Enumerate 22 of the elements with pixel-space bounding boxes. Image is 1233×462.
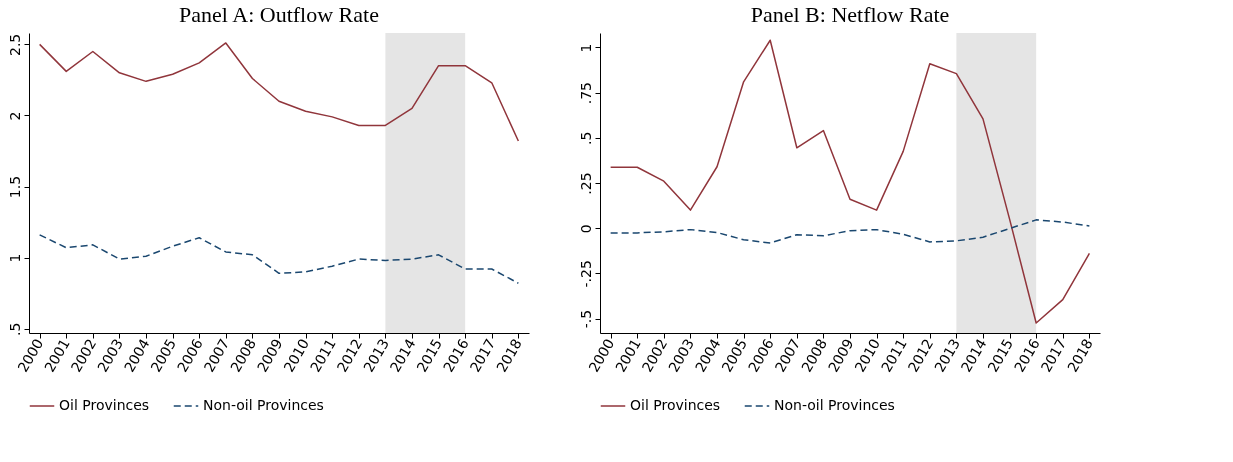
line-series [38, 234, 520, 284]
y-tick-label: .75 [577, 82, 594, 105]
legend-label: Non-oil Provinces [203, 397, 324, 413]
chart-title: Panel A: Outflow Rate [179, 2, 379, 27]
y-tick-label: 1 [6, 253, 23, 263]
legend-label: Oil Provinces [630, 397, 721, 413]
y-tick-label: 1.5 [6, 175, 23, 199]
line-series [38, 42, 520, 142]
legend-label: Non-oil Provinces [774, 397, 895, 413]
y-tick-label: 2.5 [6, 33, 23, 57]
y-tick-label: .25 [577, 172, 594, 195]
line-series [609, 39, 1091, 324]
line-series [609, 219, 1091, 244]
chart-title: Panel B: Netflow Rate [750, 2, 950, 27]
y-tick-label: 1 [577, 43, 594, 53]
y-tick-label: .5 [577, 131, 594, 145]
y-tick-label: 2 [6, 111, 23, 121]
y-tick-label: -.5 [577, 309, 594, 329]
y-tick-label: 0 [577, 224, 594, 234]
y-tick-label: -.25 [577, 260, 594, 288]
legend-label: Oil Provinces [59, 397, 150, 413]
y-tick-label: .5 [6, 322, 23, 336]
